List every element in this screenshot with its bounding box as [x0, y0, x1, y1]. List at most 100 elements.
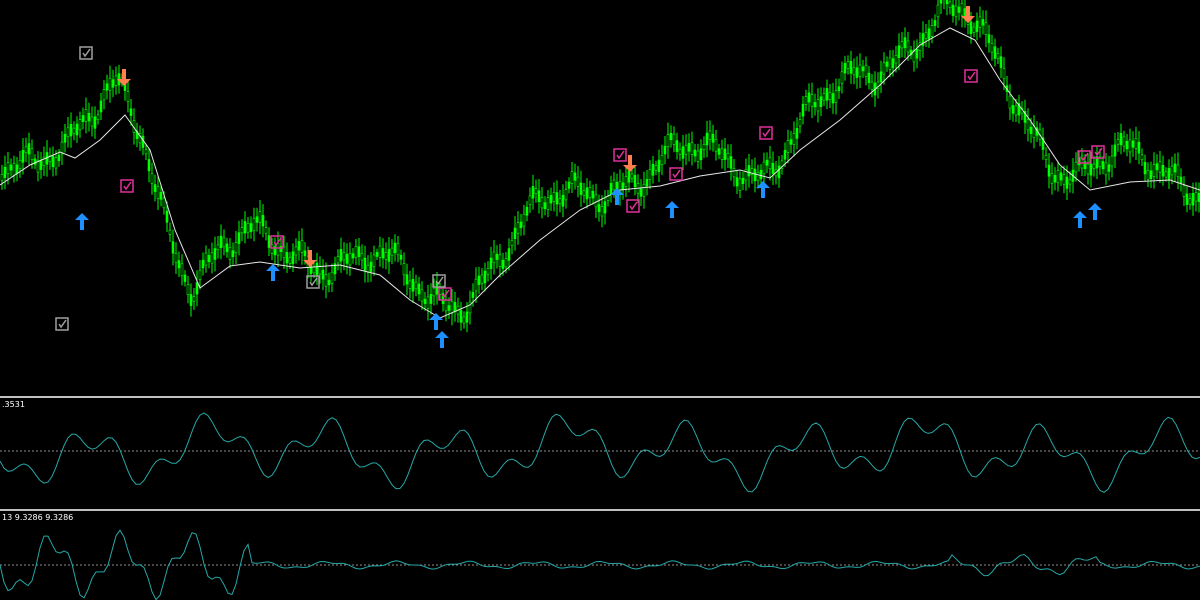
candle-body	[228, 247, 232, 260]
candle-body	[1011, 105, 1015, 114]
candle-body	[789, 139, 793, 145]
candle-body	[1152, 164, 1156, 177]
candle-body	[819, 96, 823, 107]
candle-body	[627, 170, 631, 183]
candle-body	[1074, 161, 1078, 173]
candle-body	[960, 2, 964, 16]
candle-body	[222, 237, 226, 248]
candle-body	[906, 40, 910, 53]
candle-body	[891, 58, 895, 69]
candle-body	[234, 242, 238, 254]
candle-body	[381, 248, 385, 259]
candle-body	[657, 159, 661, 172]
candle-body	[441, 293, 445, 304]
candle-body	[810, 94, 814, 107]
candle-body	[369, 261, 373, 272]
candle-body	[633, 175, 637, 188]
candle-body	[426, 296, 430, 309]
candle-body	[492, 251, 496, 264]
candle-body	[1095, 156, 1099, 169]
candle-body	[498, 254, 502, 267]
candle-body	[468, 301, 472, 314]
candle-body	[993, 46, 997, 59]
check-signal	[626, 199, 640, 213]
candle-body	[1023, 111, 1027, 123]
candle-body	[921, 33, 925, 46]
candle-body	[549, 194, 553, 204]
candle-body	[717, 148, 721, 155]
candle-body	[300, 240, 304, 253]
candle-body	[756, 172, 760, 182]
candle-body	[243, 221, 247, 234]
candle-body	[33, 158, 37, 165]
candle-body	[639, 188, 643, 197]
candle-body	[915, 48, 919, 59]
candle-body	[258, 211, 262, 223]
candle-body	[957, 6, 961, 13]
candle-body	[12, 163, 16, 176]
signals	[55, 6, 1105, 348]
candle-body	[978, 16, 982, 28]
candle-body	[930, 25, 934, 37]
candle-body	[552, 192, 556, 202]
candle-body	[597, 204, 601, 213]
candle-body	[702, 144, 706, 151]
candle-body	[783, 149, 787, 160]
candle-body	[162, 197, 166, 209]
candle-body	[975, 20, 979, 33]
check-signal-tick	[672, 169, 681, 179]
check-signal-gray-tick	[435, 276, 444, 286]
candle-body	[1008, 95, 1012, 109]
candle-body	[507, 248, 511, 261]
candle-body	[864, 64, 868, 78]
candle-body	[249, 223, 253, 233]
candle-body	[648, 169, 652, 180]
candle-body	[366, 264, 370, 273]
candle-body	[939, 0, 943, 4]
candle-body	[375, 252, 379, 257]
candle-body	[63, 133, 67, 143]
candle-body	[849, 61, 853, 74]
candle-body	[825, 88, 829, 101]
candle-body	[564, 189, 568, 201]
candle-body	[390, 247, 394, 256]
candle-body	[240, 227, 244, 234]
candle-body	[951, 4, 955, 16]
candle-body	[888, 57, 892, 70]
candle-body	[588, 187, 592, 198]
candle-body	[150, 173, 154, 184]
check-signal-tick	[441, 289, 450, 299]
candle-body	[30, 148, 34, 160]
candle-body	[984, 22, 988, 35]
candle-body	[153, 184, 157, 192]
candle-body	[0, 173, 4, 181]
candle-body	[255, 216, 259, 223]
check-signal	[964, 69, 978, 83]
candle-body	[759, 169, 763, 180]
candle-body	[501, 259, 505, 269]
check-signal	[759, 126, 773, 140]
candle-body	[450, 301, 454, 314]
candle-body	[477, 275, 481, 285]
check-signal-tick	[1094, 147, 1103, 157]
candle-body	[963, 8, 967, 18]
candle-body	[519, 221, 523, 229]
candle-body	[288, 257, 292, 264]
candle-body	[363, 257, 367, 271]
candle-body	[579, 182, 583, 195]
candle-body	[168, 229, 172, 235]
candle-body	[225, 243, 229, 253]
candle-body	[336, 256, 340, 264]
candle-body	[87, 112, 91, 122]
candle-body	[762, 161, 766, 175]
candle-body	[1086, 163, 1090, 175]
candle-body	[333, 263, 337, 275]
candle-body	[147, 159, 151, 172]
candle-body	[252, 218, 256, 231]
candle-body	[99, 100, 103, 113]
candle-body	[27, 143, 31, 155]
candle-body	[276, 242, 280, 256]
candle-body	[1149, 170, 1153, 180]
candle-body	[480, 274, 484, 284]
